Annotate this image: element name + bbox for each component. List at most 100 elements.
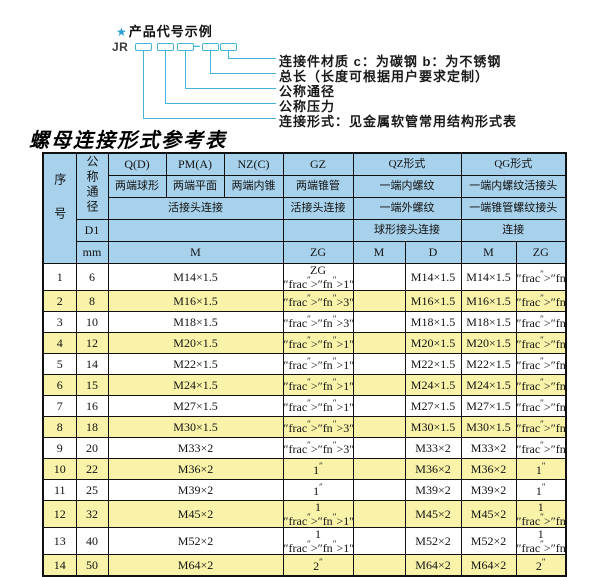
- header-qz-connection: 球形接头连接: [352, 219, 462, 242]
- header-qz-desc: 一端内螺纹: [352, 175, 462, 198]
- cell-qz_d: M33×2: [404, 436, 462, 459]
- header-gz-connection: 活接头连接: [282, 197, 354, 220]
- cell-qz_d: M27×1.5: [404, 394, 462, 417]
- cell-qz_m: [352, 394, 406, 417]
- table-row: 818M30×1.5″frac″>″fn″>3″fd″>4″M30×1.5M30…: [42, 415, 567, 438]
- connector-line: [165, 51, 166, 103]
- cell-qz_m: [352, 373, 406, 396]
- connector-line: [228, 51, 229, 58]
- cell-qz_m: [352, 553, 406, 577]
- cell-m: M20×1.5: [107, 331, 284, 354]
- cell-qg_m: M45×2: [460, 499, 517, 528]
- cell-qz_d: M20×1.5: [404, 331, 462, 354]
- header-q-desc: 两端球形: [107, 175, 167, 198]
- header-nz-desc: 两端内锥: [223, 175, 284, 198]
- cell-no: 5: [42, 352, 77, 375]
- cell-qz_m: [352, 352, 406, 375]
- connector-line: [143, 51, 144, 118]
- cell-qz_m: [352, 526, 406, 555]
- cell-no: 6: [42, 373, 77, 396]
- cell-gz: ″frac″>″fn″>1″fd″>2″: [282, 331, 354, 354]
- cell-no: 14: [42, 553, 77, 577]
- cell-qg_m: M22×1.5: [460, 352, 517, 375]
- header-qz-desc2: 一端外螺纹: [352, 197, 462, 220]
- header-col-qz: QZ形式: [352, 152, 462, 176]
- table-row: 514M22×1.5″frac″>″fn″>1″fd″>2″M22×1.5M22…: [42, 352, 567, 375]
- star-icon: ★: [116, 25, 128, 39]
- cell-m: M33×2: [107, 436, 284, 459]
- cell-qz_m: [352, 263, 406, 291]
- connector-line: [165, 103, 276, 104]
- cell-qz_d: M45×2: [404, 499, 462, 528]
- cell-qz_m: [352, 457, 406, 480]
- header-nominal-diameter: 公称通径: [75, 152, 109, 220]
- cell-no: 4: [42, 331, 77, 354]
- cell-qz_d: M36×2: [404, 457, 462, 480]
- cell-qz_d: M64×2: [404, 553, 462, 577]
- cell-dn: 16: [75, 394, 109, 417]
- cell-gz: 1 ″frac″>″fn″>1″fd″>4″: [282, 499, 354, 528]
- header-col-gz: GZ: [282, 152, 354, 176]
- cell-dn: 6: [75, 263, 109, 291]
- cell-qz_m: [352, 415, 406, 438]
- cell-dn: 18: [75, 415, 109, 438]
- header-seq-no: 序号: [42, 152, 77, 264]
- cell-qg_m: M64×2: [460, 553, 517, 577]
- table-row: 310M18×1.5″frac″>″fn″>3″fd″>8″M18×1.5M18…: [42, 310, 567, 333]
- cell-dn: 14: [75, 352, 109, 375]
- cell-qg_zg: ″frac″>″fn″>3″fd″>4″: [515, 415, 567, 438]
- code-label-nominal-diameter: 公称通径: [279, 84, 336, 99]
- code-box-4: [202, 43, 219, 51]
- header-unit-qz-m: M: [352, 241, 406, 264]
- cell-no: 2: [42, 289, 77, 312]
- cell-m: M14×1.5: [107, 263, 284, 291]
- cell-m: M39×2: [107, 478, 284, 501]
- table-row: 14 50 M64×2 2″ M64×2 M64×2 2″: [42, 553, 567, 577]
- table-title: 螺母连接形式参考表: [29, 130, 227, 152]
- header-col-pm: PM(A): [165, 152, 225, 176]
- header-unit-qg-m: M: [460, 241, 517, 264]
- cell-no: 7: [42, 394, 77, 417]
- header-gz-desc: 两端锥管: [282, 175, 354, 198]
- cell-m: M30×1.5: [107, 415, 284, 438]
- cell-no: 13: [42, 526, 77, 555]
- code-box-2: [157, 43, 174, 51]
- table-row: 11 25 M39×2 1″ M39×2 M39×2 1″: [42, 478, 567, 501]
- cell-dn: 20: [75, 436, 109, 459]
- code-box-5: [220, 43, 237, 51]
- connector-line: [228, 58, 276, 59]
- cell-qz_m: [352, 331, 406, 354]
- cell-dn: 32: [75, 499, 109, 528]
- nut-connection-table: 序号 公称通径 Q(D) PM(A) NZ(C) GZ QZ形式 QG形式 两端…: [42, 152, 568, 577]
- cell-qz_d: M18×1.5: [404, 310, 462, 333]
- cell-dn: 10: [75, 310, 109, 333]
- cell-qz_m: [352, 478, 406, 501]
- cell-qz_m: [352, 436, 406, 459]
- table-row: 716M27×1.5″frac″>″fn″>1″fd″>2″M27×1.5M27…: [42, 394, 567, 417]
- cell-qg_m: M39×2: [460, 478, 517, 501]
- cell-qg_zg: 1″: [515, 478, 567, 501]
- cell-qz_d: M39×2: [404, 478, 462, 501]
- header-unit-qg-zg: ZG: [515, 241, 567, 264]
- cell-m: M45×2: [107, 499, 284, 528]
- code-label-nominal-pressure: 公称压力: [279, 99, 336, 114]
- cell-qg_m: M30×1.5: [460, 415, 517, 438]
- cell-gz: ″frac″>″fn″>3″fd″>4″: [282, 415, 354, 438]
- cell-qz_m: [352, 499, 406, 528]
- connector-line: [210, 51, 211, 73]
- cell-no: 10: [42, 457, 77, 480]
- header-blank-gz: [282, 219, 354, 242]
- cell-m: M52×2: [107, 526, 284, 555]
- header-col-qg: QG形式: [460, 152, 567, 176]
- header-pm-desc: 两端平面: [165, 175, 225, 198]
- cell-m: M18×1.5: [107, 310, 284, 333]
- cell-qg_m: M24×1.5: [460, 373, 517, 396]
- cell-no: 8: [42, 415, 77, 438]
- cell-qg_zg: 2″: [515, 553, 567, 577]
- table-header: 序号 公称通径 Q(D) PM(A) NZ(C) GZ QZ形式 QG形式 两端…: [42, 152, 567, 264]
- header-unit-zg: ZG: [282, 241, 354, 264]
- cell-qz_d: M30×1.5: [404, 415, 462, 438]
